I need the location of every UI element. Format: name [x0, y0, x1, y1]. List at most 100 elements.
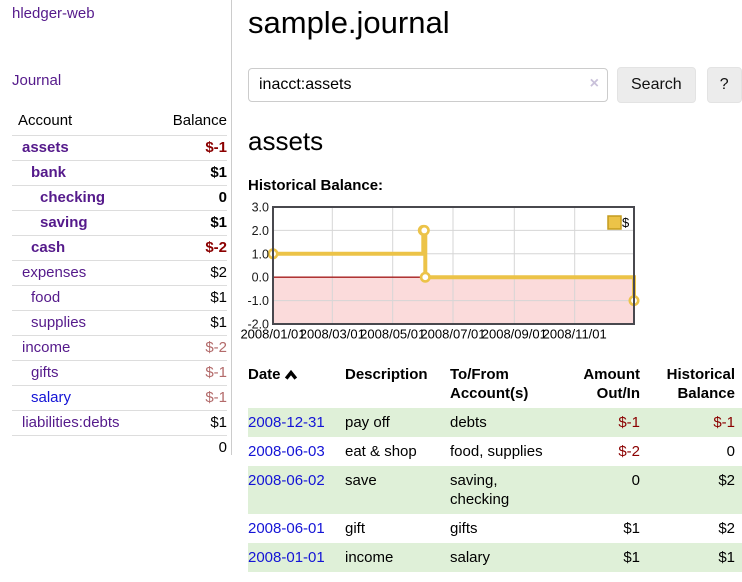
svg-text:2008/11/01: 2008/11/01: [543, 327, 607, 342]
account-balance: $-2: [162, 335, 227, 361]
register-description: save: [345, 472, 377, 489]
register-header-accounts: To/From Account(s): [450, 366, 529, 402]
register-date-link[interactable]: 2008-06-03: [248, 443, 325, 460]
search-button[interactable]: Search: [617, 67, 696, 103]
account-balance: $1: [162, 160, 227, 186]
svg-text:2008/03/01: 2008/03/01: [300, 327, 365, 342]
account-row: assets $-1: [12, 135, 227, 161]
account-row: income $-2: [12, 335, 227, 361]
account-balance: $-1: [162, 360, 227, 386]
register-amount: $-1: [618, 414, 640, 431]
sidebar: hledger-web Journal Account Balance asse…: [0, 0, 232, 459]
register-accounts: gifts: [450, 520, 478, 537]
account-row: checking 0: [12, 185, 227, 211]
svg-text:2008/01/01: 2008/01/01: [240, 327, 305, 342]
register-row[interactable]: 2008-01-01 income salary $1 $1: [248, 543, 742, 572]
accounts-table: Account Balance assets $-1 bank $1 checking 0…: [12, 109, 227, 459]
register-header-row: Date Description To/From Account(s) Amou…: [248, 363, 742, 408]
account-row: food $1: [12, 285, 227, 311]
sidebar-account-cash[interactable]: cash: [31, 239, 66, 256]
register-row[interactable]: 2008-06-03 eat & shop food, supplies $-2 0: [248, 437, 742, 466]
svg-text:-1.0: -1.0: [247, 294, 269, 308]
page-title: sample.journal: [248, 5, 450, 40]
sidebar-account-salary[interactable]: salary: [31, 389, 72, 406]
sidebar-account-expenses[interactable]: expenses: [22, 264, 87, 281]
sidebar-account-saving[interactable]: saving: [40, 214, 88, 231]
sidebar-account-food[interactable]: food: [31, 289, 61, 306]
data-point-marker: [419, 271, 431, 283]
account-row: cash $-2: [12, 235, 227, 261]
register-accounts: saving, checking: [450, 472, 510, 508]
chart-legend: $: [607, 215, 630, 230]
sort-ascending-icon: [284, 366, 298, 385]
register-header-date[interactable]: Date: [248, 363, 345, 408]
register-date-link[interactable]: 2008-01-01: [248, 549, 325, 566]
svg-text:1.0: 1.0: [252, 247, 269, 261]
register-description: gift: [345, 520, 366, 537]
account-heading: assets: [248, 126, 324, 156]
accounts-total-row: 0: [12, 435, 227, 459]
sidebar-item-journal[interactable]: Journal: [12, 72, 62, 89]
register-row[interactable]: 2008-12-31 pay off debts $-1 $-1: [248, 408, 742, 437]
svg-text:3.0: 3.0: [252, 201, 269, 215]
register-header-date-label: Date: [248, 366, 281, 383]
search-input[interactable]: [248, 68, 608, 102]
search-box: ×: [248, 68, 608, 102]
chart-title: Historical Balance:: [248, 177, 384, 194]
register-balance: $-1: [713, 414, 735, 431]
account-row: bank $1: [12, 160, 227, 186]
account-balance: $1: [162, 285, 227, 311]
register-balance: 0: [726, 443, 735, 460]
register-row[interactable]: 2008-06-02 save saving, checking 0 $2: [248, 466, 742, 514]
register-description: income: [345, 549, 394, 566]
sidebar-account-liabilities-debts[interactable]: liabilities:debts: [22, 414, 120, 431]
svg-text:2008/05/01: 2008/05/01: [360, 327, 425, 342]
account-balance: $1: [162, 310, 227, 336]
register-description: eat & shop: [345, 443, 417, 460]
svg-text:2.0: 2.0: [252, 224, 269, 238]
account-row: saving $1: [12, 210, 227, 236]
register-row[interactable]: 2008-06-01 gift gifts $1 $2: [248, 514, 742, 543]
clear-search-icon[interactable]: ×: [589, 75, 599, 92]
sidebar-account-gifts[interactable]: gifts: [31, 364, 59, 381]
svg-text:0.0: 0.0: [252, 271, 269, 285]
balance-chart-svg: $3.0 2.0 1.0 0.0 -1.0 -2.02008/01/012008/03/0…: [240, 201, 640, 342]
help-button[interactable]: ?: [706, 67, 742, 103]
account-balance: $1: [162, 210, 227, 236]
svg-text:-2.0: -2.0: [247, 318, 269, 332]
register-description: pay off: [345, 414, 390, 431]
account-row: gifts $-1: [12, 360, 227, 386]
account-balance: $-1: [162, 385, 227, 411]
main-content: sample.journal × Search ? assets Histori…: [233, 0, 742, 572]
sidebar-account-supplies[interactable]: supplies: [31, 314, 87, 331]
register-date-link[interactable]: 2008-06-01: [248, 520, 325, 537]
register-amount: $1: [623, 549, 640, 566]
register-date-link[interactable]: 2008-12-31: [248, 414, 325, 431]
sidebar-account-checking[interactable]: checking: [40, 189, 106, 206]
sidebar-account-income[interactable]: income: [22, 339, 71, 356]
register-balance: $2: [718, 472, 735, 489]
register-table: Date Description To/From Account(s) Amou…: [248, 363, 742, 572]
register-header-amount: Amount Out/In: [583, 366, 640, 402]
accounts-total-value: 0: [162, 435, 227, 459]
sidebar-account-bank[interactable]: bank: [31, 164, 67, 181]
data-point-marker: [418, 224, 430, 236]
register-balance: $1: [718, 549, 735, 566]
register-balance: $2: [718, 520, 735, 537]
sidebar-account-assets[interactable]: assets: [22, 139, 69, 156]
account-row: expenses $2: [12, 260, 227, 286]
register-date-link[interactable]: 2008-06-02: [248, 472, 325, 489]
search-form: × Search ?: [248, 67, 742, 103]
account-balance: $-1: [162, 135, 227, 161]
register-amount: $-2: [618, 443, 640, 460]
chart-border: [272, 206, 635, 325]
accounts-total-spacer: [12, 435, 162, 459]
svg-text:$: $: [622, 215, 630, 230]
accounts-table-header-row: Account Balance: [12, 109, 227, 136]
account-balance: 0: [162, 185, 227, 211]
svg-text:2008/09/01: 2008/09/01: [482, 327, 547, 342]
account-balance: $2: [162, 260, 227, 286]
register-header-balance: Historical Balance: [666, 366, 735, 402]
app-title-link[interactable]: hledger-web: [12, 5, 95, 22]
register-accounts: salary: [450, 549, 491, 566]
